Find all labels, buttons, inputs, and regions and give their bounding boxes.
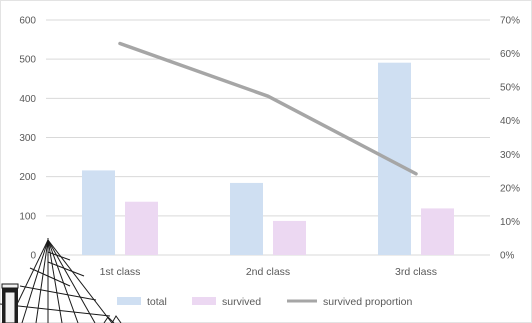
y2-tick-label: 10% bbox=[500, 217, 520, 228]
bar-total bbox=[378, 62, 411, 255]
y-tick-label: 100 bbox=[19, 211, 36, 222]
y-tick-label: 600 bbox=[19, 16, 36, 27]
y2-tick-label: 40% bbox=[500, 116, 520, 127]
right-axis-ticks: 0% 10% 20% 30% 40% 50% 60% 70% bbox=[500, 16, 520, 262]
y-tick-label: 0 bbox=[30, 251, 36, 262]
bar-total bbox=[230, 182, 263, 255]
y-tick-label: 400 bbox=[19, 94, 36, 105]
bar-survived bbox=[273, 220, 306, 255]
left-axis-ticks: 0 100 200 300 400 500 600 bbox=[19, 16, 36, 262]
y-tick-label: 500 bbox=[19, 55, 36, 66]
gridlines bbox=[46, 19, 490, 256]
y2-tick-label: 30% bbox=[500, 150, 520, 161]
bar-survived bbox=[421, 208, 454, 255]
legend-label: survived bbox=[222, 296, 261, 308]
bar-total bbox=[82, 170, 115, 255]
y2-tick-label: 50% bbox=[500, 83, 520, 94]
legend-label: survived proportion bbox=[323, 296, 412, 308]
legend-label: total bbox=[147, 296, 167, 308]
bar-survived bbox=[125, 201, 158, 255]
category-labels: 1st class 2nd class 3rd class bbox=[100, 266, 437, 278]
y2-tick-label: 70% bbox=[500, 16, 520, 27]
legend: total survived survived proportion bbox=[117, 296, 412, 308]
y-tick-label: 300 bbox=[19, 133, 36, 144]
ship-sketch-illustration bbox=[0, 238, 122, 323]
proportion-line-group bbox=[118, 41, 418, 176]
category-label: 3rd class bbox=[395, 266, 437, 278]
y2-tick-label: 0% bbox=[500, 251, 515, 262]
legend-swatch bbox=[117, 297, 141, 305]
bars bbox=[82, 62, 454, 255]
category-label: 2nd class bbox=[246, 266, 290, 278]
survived-proportion-line bbox=[118, 41, 418, 176]
y-tick-label: 200 bbox=[19, 172, 36, 183]
y2-tick-label: 20% bbox=[500, 183, 520, 194]
y2-tick-label: 60% bbox=[500, 49, 520, 60]
category-label: 1st class bbox=[100, 266, 141, 278]
legend-swatch bbox=[192, 297, 216, 305]
